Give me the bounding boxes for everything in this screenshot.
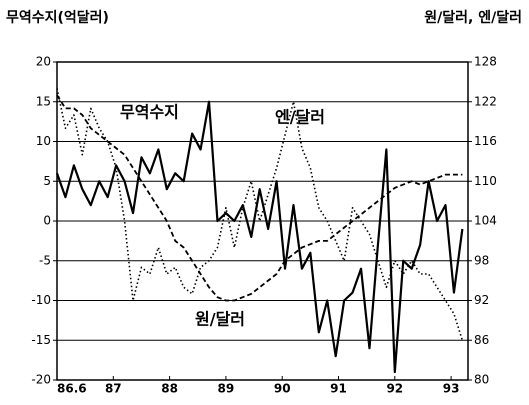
y2-tick-label: 86	[474, 333, 489, 347]
x-tick-label: 86.6	[57, 382, 87, 396]
y2-tick-label: 98	[474, 253, 489, 267]
y2-tick-label: 92	[474, 293, 489, 307]
y2-tick-label: 122	[474, 94, 497, 108]
x-tick-label: 91	[330, 382, 347, 396]
chart-title: 무역수지(억달러)	[6, 9, 109, 26]
series-label: 엔/달러	[275, 108, 325, 127]
y2-tick-label: 128	[474, 55, 497, 69]
y-tick-label: 10	[36, 134, 51, 148]
y2-title: 원/달러, 엔/달러	[424, 9, 522, 26]
x-tick-label: 93	[443, 382, 460, 396]
series-label: 무역수지	[120, 103, 179, 122]
y-tick-label: -10	[31, 293, 51, 307]
y2-tick-label: 116	[474, 134, 497, 148]
x-tick-label: 92	[386, 382, 403, 396]
series-label: 원/달러	[195, 310, 245, 329]
y-tick-label: -5	[39, 253, 51, 267]
x-tick-label: 90	[274, 382, 291, 396]
x-tick-label: 88	[161, 382, 178, 396]
y-tick-label: 0	[43, 214, 51, 228]
y-tick-label: 5	[43, 174, 51, 188]
series-line	[56, 88, 464, 341]
x-tick-label: 87	[105, 382, 122, 396]
y-tick-label: 20	[36, 55, 51, 69]
y-tick-label: 15	[36, 94, 51, 108]
y-tick-label: -20	[31, 373, 51, 387]
x-tick-label: 89	[218, 382, 235, 396]
y-tick-label: -15	[31, 333, 51, 347]
y2-tick-label: 80	[474, 373, 489, 387]
y2-tick-label: 104	[474, 214, 497, 228]
series-line	[55, 100, 464, 374]
series-line	[56, 94, 463, 302]
y2-tick-label: 110	[474, 174, 497, 188]
